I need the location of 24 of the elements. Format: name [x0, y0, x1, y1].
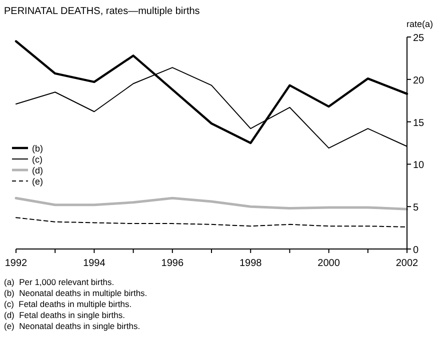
text: (d) Fetal deaths in single births.: [4, 310, 125, 320]
legend-label: (d): [32, 166, 43, 176]
x-tick-label: 2000: [318, 258, 340, 269]
legend-label: (c): [32, 154, 42, 164]
chart-title: PERINATAL DEATHS, rates—multiple births: [4, 6, 200, 17]
y-tick-label: 10: [413, 160, 425, 172]
text: (b) Neonatal deaths in multiple births.: [4, 288, 148, 298]
y-tick-label: 15: [413, 118, 425, 129]
x-tick-label: 1998: [239, 258, 262, 269]
y-axis-title: rate(a): [406, 19, 433, 29]
y-tick-label: 5: [413, 202, 419, 214]
y-tick-label: 25: [413, 33, 425, 44]
x-tick-label: 1996: [161, 258, 184, 269]
y-tick-label: 0: [413, 245, 419, 256]
legend-label: (b): [32, 144, 43, 154]
x-tick-label: 1992: [4, 258, 28, 269]
text: (a) Per 1,000 relevant births.: [4, 277, 114, 287]
text: (e) Neonatal deaths in single births.: [4, 321, 140, 331]
x-tick-label: 2002: [396, 258, 419, 269]
text: (c) Fetal deaths in multiple births.: [4, 299, 132, 309]
legend-label: (e): [32, 176, 43, 186]
x-tick-label: 1994: [83, 258, 106, 269]
line-series: [14, 196, 408, 210]
y-tick-label: 20: [413, 75, 425, 86]
